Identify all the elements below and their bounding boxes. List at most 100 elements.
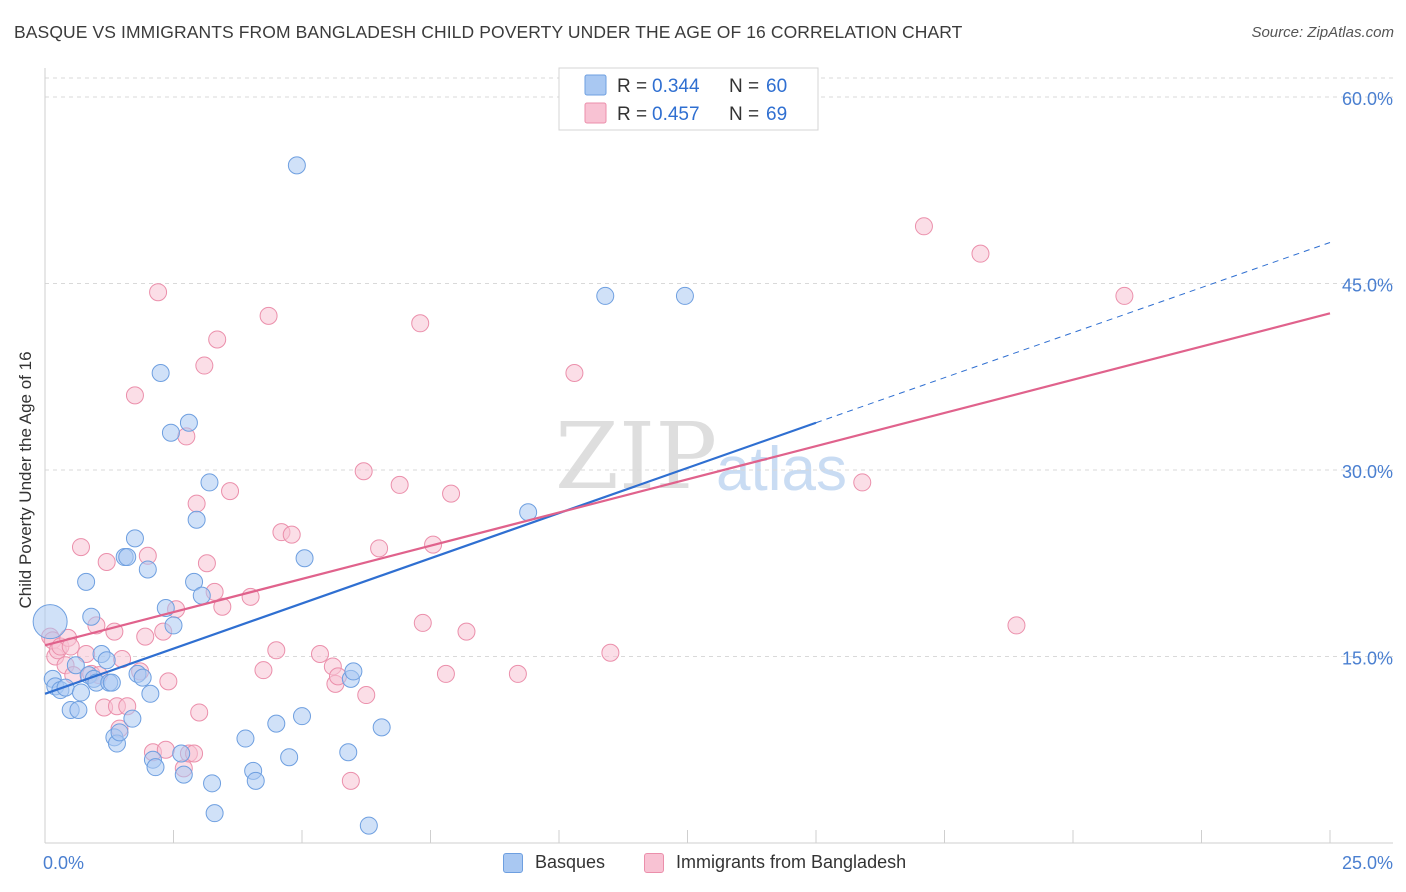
bangladesh-point xyxy=(195,356,214,375)
bangladesh-point xyxy=(1007,616,1026,635)
chart-title: BASQUE VS IMMIGRANTS FROM BANGLADESH CHI… xyxy=(14,22,963,42)
basques-point xyxy=(71,683,90,702)
bangladesh-point xyxy=(254,661,273,680)
legend-r-label-bangladesh: R = xyxy=(617,104,647,125)
basques-point xyxy=(179,413,198,432)
basques-point xyxy=(118,548,137,567)
bangladesh-point xyxy=(914,217,933,236)
bangladesh-point xyxy=(259,306,278,325)
basques-point xyxy=(141,684,160,703)
basques-point xyxy=(151,364,170,383)
basques-point xyxy=(133,668,152,687)
basques-point xyxy=(66,656,85,675)
legend-r-value-basques: 0.344 xyxy=(652,76,700,97)
bangladesh-point xyxy=(213,597,232,616)
watermark-zip: ZIP xyxy=(555,403,717,510)
x-tick-label-max: 25.0% xyxy=(1342,853,1393,873)
bangladesh-point xyxy=(601,643,620,662)
series-bangladesh-points xyxy=(41,217,1134,790)
bangladesh-point xyxy=(149,283,168,302)
bangladesh-point xyxy=(341,771,360,790)
legend: R = 0.344 N = 60 R = 0.457 N = 69 xyxy=(558,67,819,131)
y-tick-label: 30.0% xyxy=(1342,462,1393,482)
basques-point xyxy=(339,743,358,762)
bangladesh-point xyxy=(413,613,432,632)
bangladesh-point xyxy=(971,244,990,263)
legend-r-value-bangladesh: 0.457 xyxy=(652,104,700,125)
basques-point xyxy=(200,473,219,492)
bangladesh-point xyxy=(442,484,461,503)
basques-point xyxy=(164,616,183,635)
bangladesh-point xyxy=(208,330,227,349)
basques-point xyxy=(97,651,116,670)
source-label: Source: ZipAtlas.com xyxy=(1251,24,1394,41)
basques-point xyxy=(280,748,299,767)
basques-trend-extension xyxy=(815,241,1331,424)
bangladesh-point xyxy=(357,686,376,705)
basques-point xyxy=(138,560,157,579)
basques-point xyxy=(161,423,180,442)
bangladesh-point xyxy=(190,703,209,722)
basques-point xyxy=(203,774,222,793)
bangladesh-point xyxy=(1115,286,1134,305)
bangladesh-point xyxy=(411,314,430,333)
x-tick-label-min: 0.0% xyxy=(43,853,84,873)
trend-lines xyxy=(44,241,1331,695)
basques-point xyxy=(172,744,191,763)
legend-n-value-bangladesh: 69 xyxy=(766,104,787,125)
bangladesh-point xyxy=(853,473,872,492)
bottom-legend: Basques Immigrants from Bangladesh xyxy=(0,852,1406,878)
basques-point xyxy=(174,765,193,784)
bangladesh-point xyxy=(282,525,301,544)
basques-point xyxy=(267,714,286,733)
bangladesh-point xyxy=(159,672,178,691)
gridlines xyxy=(45,77,1393,657)
basques-point xyxy=(187,510,206,529)
bangladesh-point xyxy=(390,475,409,494)
basques-point xyxy=(359,816,378,835)
basques-point xyxy=(82,607,101,626)
basques-point xyxy=(675,286,694,305)
basques-point xyxy=(32,604,68,640)
bottom-legend-item-bangladesh[interactable]: Immigrants from Bangladesh xyxy=(644,852,906,873)
basques-point xyxy=(146,758,165,777)
legend-n-label-bangladesh: N = xyxy=(729,104,759,125)
watermark: ZIP atlas xyxy=(555,403,847,510)
basques-point xyxy=(123,709,142,728)
y-tick-labels: 15.0% 30.0% 45.0% 60.0% xyxy=(1342,89,1393,669)
bangladesh-point xyxy=(267,641,286,660)
basques-point xyxy=(110,723,129,742)
bangladesh-point xyxy=(197,554,216,573)
y-axis-label: Child Poverty Under the Age of 16 xyxy=(16,351,35,609)
basques-point xyxy=(69,700,88,719)
bangladesh-swatch xyxy=(644,852,664,873)
bangladesh-point xyxy=(221,482,240,501)
basques-point xyxy=(77,572,96,591)
y-axis-label-container: Child Poverty Under the Age of 16 xyxy=(6,280,46,680)
bottom-legend-item-basques[interactable]: Basques xyxy=(503,852,605,873)
basques-point xyxy=(344,662,363,681)
series-basques-points xyxy=(32,156,694,835)
basques-trend-line xyxy=(44,421,817,695)
legend-r-label-basques: R = xyxy=(617,76,647,97)
basques-point xyxy=(236,729,255,748)
bangladesh-point xyxy=(136,627,155,646)
basques-point xyxy=(293,707,311,726)
bangladesh-point xyxy=(310,645,329,664)
bangladesh-trend-line xyxy=(44,312,1331,647)
y-tick-label: 60.0% xyxy=(1342,89,1393,109)
legend-n-value-basques: 60 xyxy=(766,76,787,97)
basques-point xyxy=(596,286,615,305)
basques-point xyxy=(372,718,391,737)
bangladesh-point xyxy=(97,553,116,572)
bangladesh-point xyxy=(436,664,455,683)
bangladesh-point xyxy=(565,364,584,383)
basques-point xyxy=(102,673,121,692)
y-tick-label: 15.0% xyxy=(1342,649,1393,669)
y-tick-label: 45.0% xyxy=(1342,276,1393,296)
bottom-legend-label-basques: Basques xyxy=(535,852,606,872)
basques-point xyxy=(295,549,314,568)
legend-n-label-basques: N = xyxy=(729,76,759,97)
bangladesh-point xyxy=(125,386,144,405)
